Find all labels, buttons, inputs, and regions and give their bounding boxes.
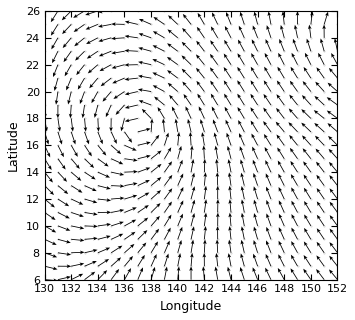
X-axis label: Longitude: Longitude: [160, 300, 222, 313]
Y-axis label: Latitude: Latitude: [7, 119, 20, 171]
